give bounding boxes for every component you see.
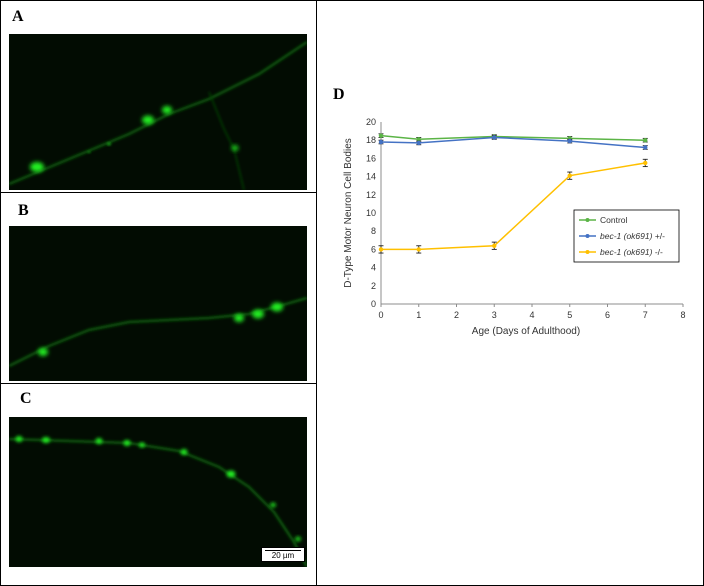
y-tick-label: 16 bbox=[366, 153, 376, 163]
micrograph-c: 20 µm bbox=[9, 417, 307, 567]
x-tick-label: 8 bbox=[680, 310, 685, 320]
y-tick-label: 18 bbox=[366, 135, 376, 145]
data-point bbox=[378, 247, 384, 252]
x-tick-label: 7 bbox=[643, 310, 648, 320]
data-point bbox=[378, 133, 384, 138]
series-1 bbox=[378, 135, 648, 150]
x-tick-label: 0 bbox=[378, 310, 383, 320]
x-tick-label: 2 bbox=[454, 310, 459, 320]
panel-divider-ab bbox=[0, 192, 317, 193]
x-tick-label: 4 bbox=[529, 310, 534, 320]
data-point bbox=[643, 145, 648, 150]
panel-divider-vertical bbox=[316, 0, 317, 586]
micrograph-b bbox=[9, 226, 307, 381]
data-point bbox=[567, 173, 572, 178]
y-tick-label: 0 bbox=[371, 299, 376, 309]
legend-label: Control bbox=[600, 215, 628, 225]
y-tick-label: 4 bbox=[371, 263, 376, 273]
y-tick-label: 6 bbox=[371, 244, 376, 254]
legend-label: bec-1 (ok691) -/- bbox=[600, 247, 663, 257]
data-point bbox=[416, 140, 421, 146]
legend-label: bec-1 (ok691) +/- bbox=[600, 231, 665, 241]
legend-swatch-marker bbox=[585, 234, 590, 238]
scale-bar-label: 20 µm bbox=[271, 551, 295, 560]
x-tick-label: 5 bbox=[567, 310, 572, 320]
y-tick-label: 8 bbox=[371, 226, 376, 236]
data-point bbox=[416, 137, 421, 142]
x-tick-label: 6 bbox=[605, 310, 610, 320]
data-point bbox=[492, 243, 497, 248]
y-tick-label: 10 bbox=[366, 208, 376, 218]
data-point bbox=[492, 135, 497, 140]
x-axis-label: Age (Days of Adulthood) bbox=[472, 326, 580, 337]
legend-swatch-marker bbox=[585, 218, 590, 222]
y-tick-label: 2 bbox=[371, 281, 376, 291]
data-point bbox=[378, 139, 384, 145]
panel-b-label: B bbox=[18, 202, 29, 219]
chart-panel-d: 0 2 4 6 8 10 12 14 16 18 20 0 1 2 3 4 5 6 7 8 Age (Days of A… bbox=[330, 100, 700, 360]
data-point bbox=[416, 247, 421, 252]
legend: Control bec-1 (ok691) +/- bec-1 (ok691) -/… bbox=[573, 209, 680, 263]
y-tick-label: 12 bbox=[366, 190, 376, 200]
scale-bar: 20 µm bbox=[261, 547, 305, 562]
data-point bbox=[643, 160, 648, 166]
x-tick-label: 3 bbox=[492, 310, 497, 320]
y-axis-label: D-Type Motor Neuron Cell Bodies bbox=[343, 138, 354, 288]
panel-c-label: C bbox=[20, 390, 32, 407]
panel-a-label: A bbox=[12, 8, 24, 25]
data-point bbox=[643, 138, 648, 143]
data-point bbox=[567, 138, 572, 144]
legend-swatch-marker bbox=[585, 250, 590, 254]
micrograph-a bbox=[9, 34, 307, 190]
x-tick-label: 1 bbox=[416, 310, 421, 320]
y-tick-label: 20 bbox=[366, 117, 376, 127]
panel-divider-bc bbox=[0, 383, 317, 384]
y-tick-label: 14 bbox=[366, 172, 376, 182]
panel-d-label: D bbox=[333, 86, 345, 103]
series-2 bbox=[378, 158, 648, 254]
